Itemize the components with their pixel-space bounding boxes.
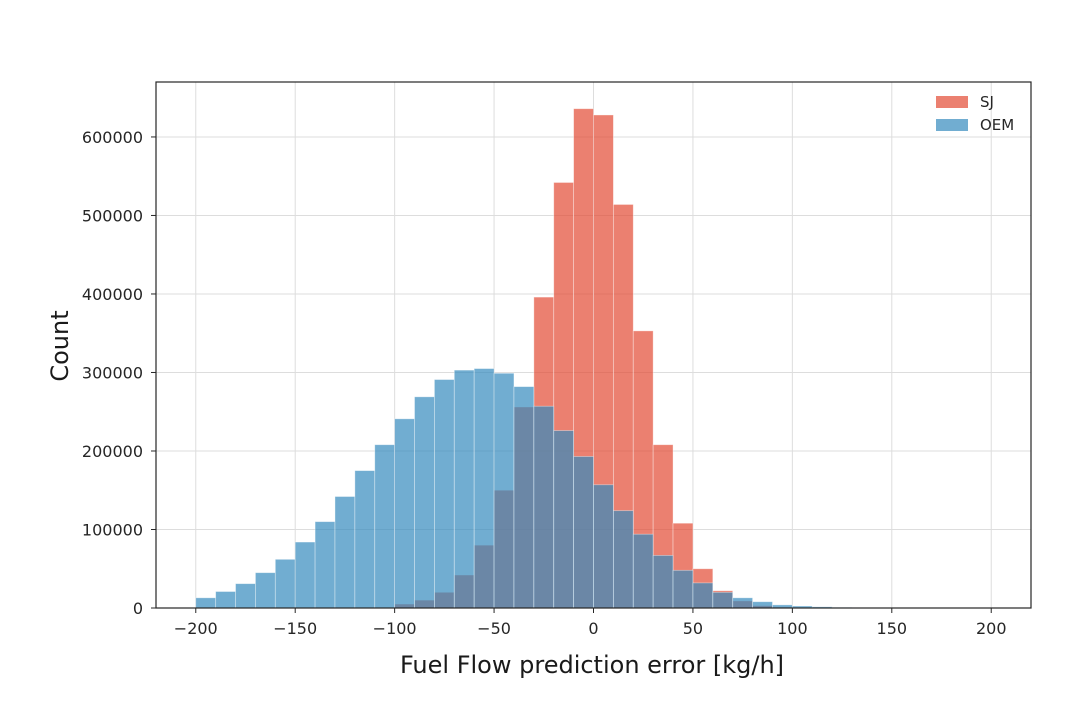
y-tick-label: 100000	[82, 520, 143, 539]
bar-oem	[533, 405, 555, 609]
bar-oem	[672, 569, 694, 609]
bar-oem	[473, 368, 495, 609]
bar-oem	[692, 582, 714, 609]
y-tick-label: 300000	[82, 363, 143, 382]
y-tick-label: 400000	[82, 285, 143, 304]
bar-oem	[215, 591, 236, 609]
bar-oem	[712, 591, 734, 609]
y-axis-ticks: 0 100000 200000 300000 400000 500000 600000	[82, 128, 156, 618]
legend-swatch-oem	[936, 119, 968, 131]
oem-bars	[195, 368, 932, 609]
legend-swatch-sj	[936, 96, 968, 108]
bar-oem	[255, 572, 276, 609]
bar-oem	[493, 372, 515, 609]
bar-oem	[573, 456, 594, 609]
bar-oem	[732, 597, 753, 609]
bar-oem	[434, 379, 455, 609]
y-tick-label: 600000	[82, 128, 143, 147]
x-tick-label: −200	[174, 619, 218, 638]
bar-oem	[235, 583, 256, 609]
bar-oem	[314, 521, 336, 609]
bar-oem	[632, 533, 654, 609]
bar-oem	[274, 558, 296, 609]
bar-oem	[513, 386, 535, 609]
x-tick-label: 200	[976, 619, 1007, 638]
bar-oem	[752, 601, 773, 609]
legend: SJ OEM	[936, 93, 1014, 134]
bar-oem	[195, 597, 217, 609]
bar-oem	[593, 484, 614, 609]
x-tick-label: 0	[588, 619, 598, 638]
y-tick-label: 200000	[82, 442, 143, 461]
x-tick-label: 150	[877, 619, 908, 638]
bar-oem	[394, 418, 415, 609]
y-axis-title: Count	[46, 310, 74, 381]
bar-oem	[553, 430, 575, 609]
bar-oem	[354, 470, 376, 609]
bar-oem	[334, 496, 356, 609]
x-tick-label: 100	[777, 619, 808, 638]
bar-oem	[374, 444, 396, 609]
x-tick-label: −50	[477, 619, 511, 638]
legend-label-sj: SJ	[980, 93, 994, 111]
legend-label-oem: OEM	[980, 116, 1014, 134]
bar-oem	[294, 541, 316, 609]
x-axis-title: Fuel Flow prediction error [kg/h]	[400, 651, 784, 679]
x-tick-label: −150	[273, 619, 317, 638]
x-tick-label: −100	[373, 619, 417, 638]
bar-oem	[414, 396, 435, 609]
bar-oem	[453, 369, 475, 609]
y-tick-label: 0	[133, 599, 143, 618]
bar-oem	[652, 555, 674, 609]
y-tick-label: 500000	[82, 206, 143, 225]
bar-oem	[612, 510, 634, 609]
x-tick-label: 50	[683, 619, 703, 638]
x-axis-ticks: −200 −150 −100 −50 0 50 100 150 200	[174, 608, 1007, 638]
